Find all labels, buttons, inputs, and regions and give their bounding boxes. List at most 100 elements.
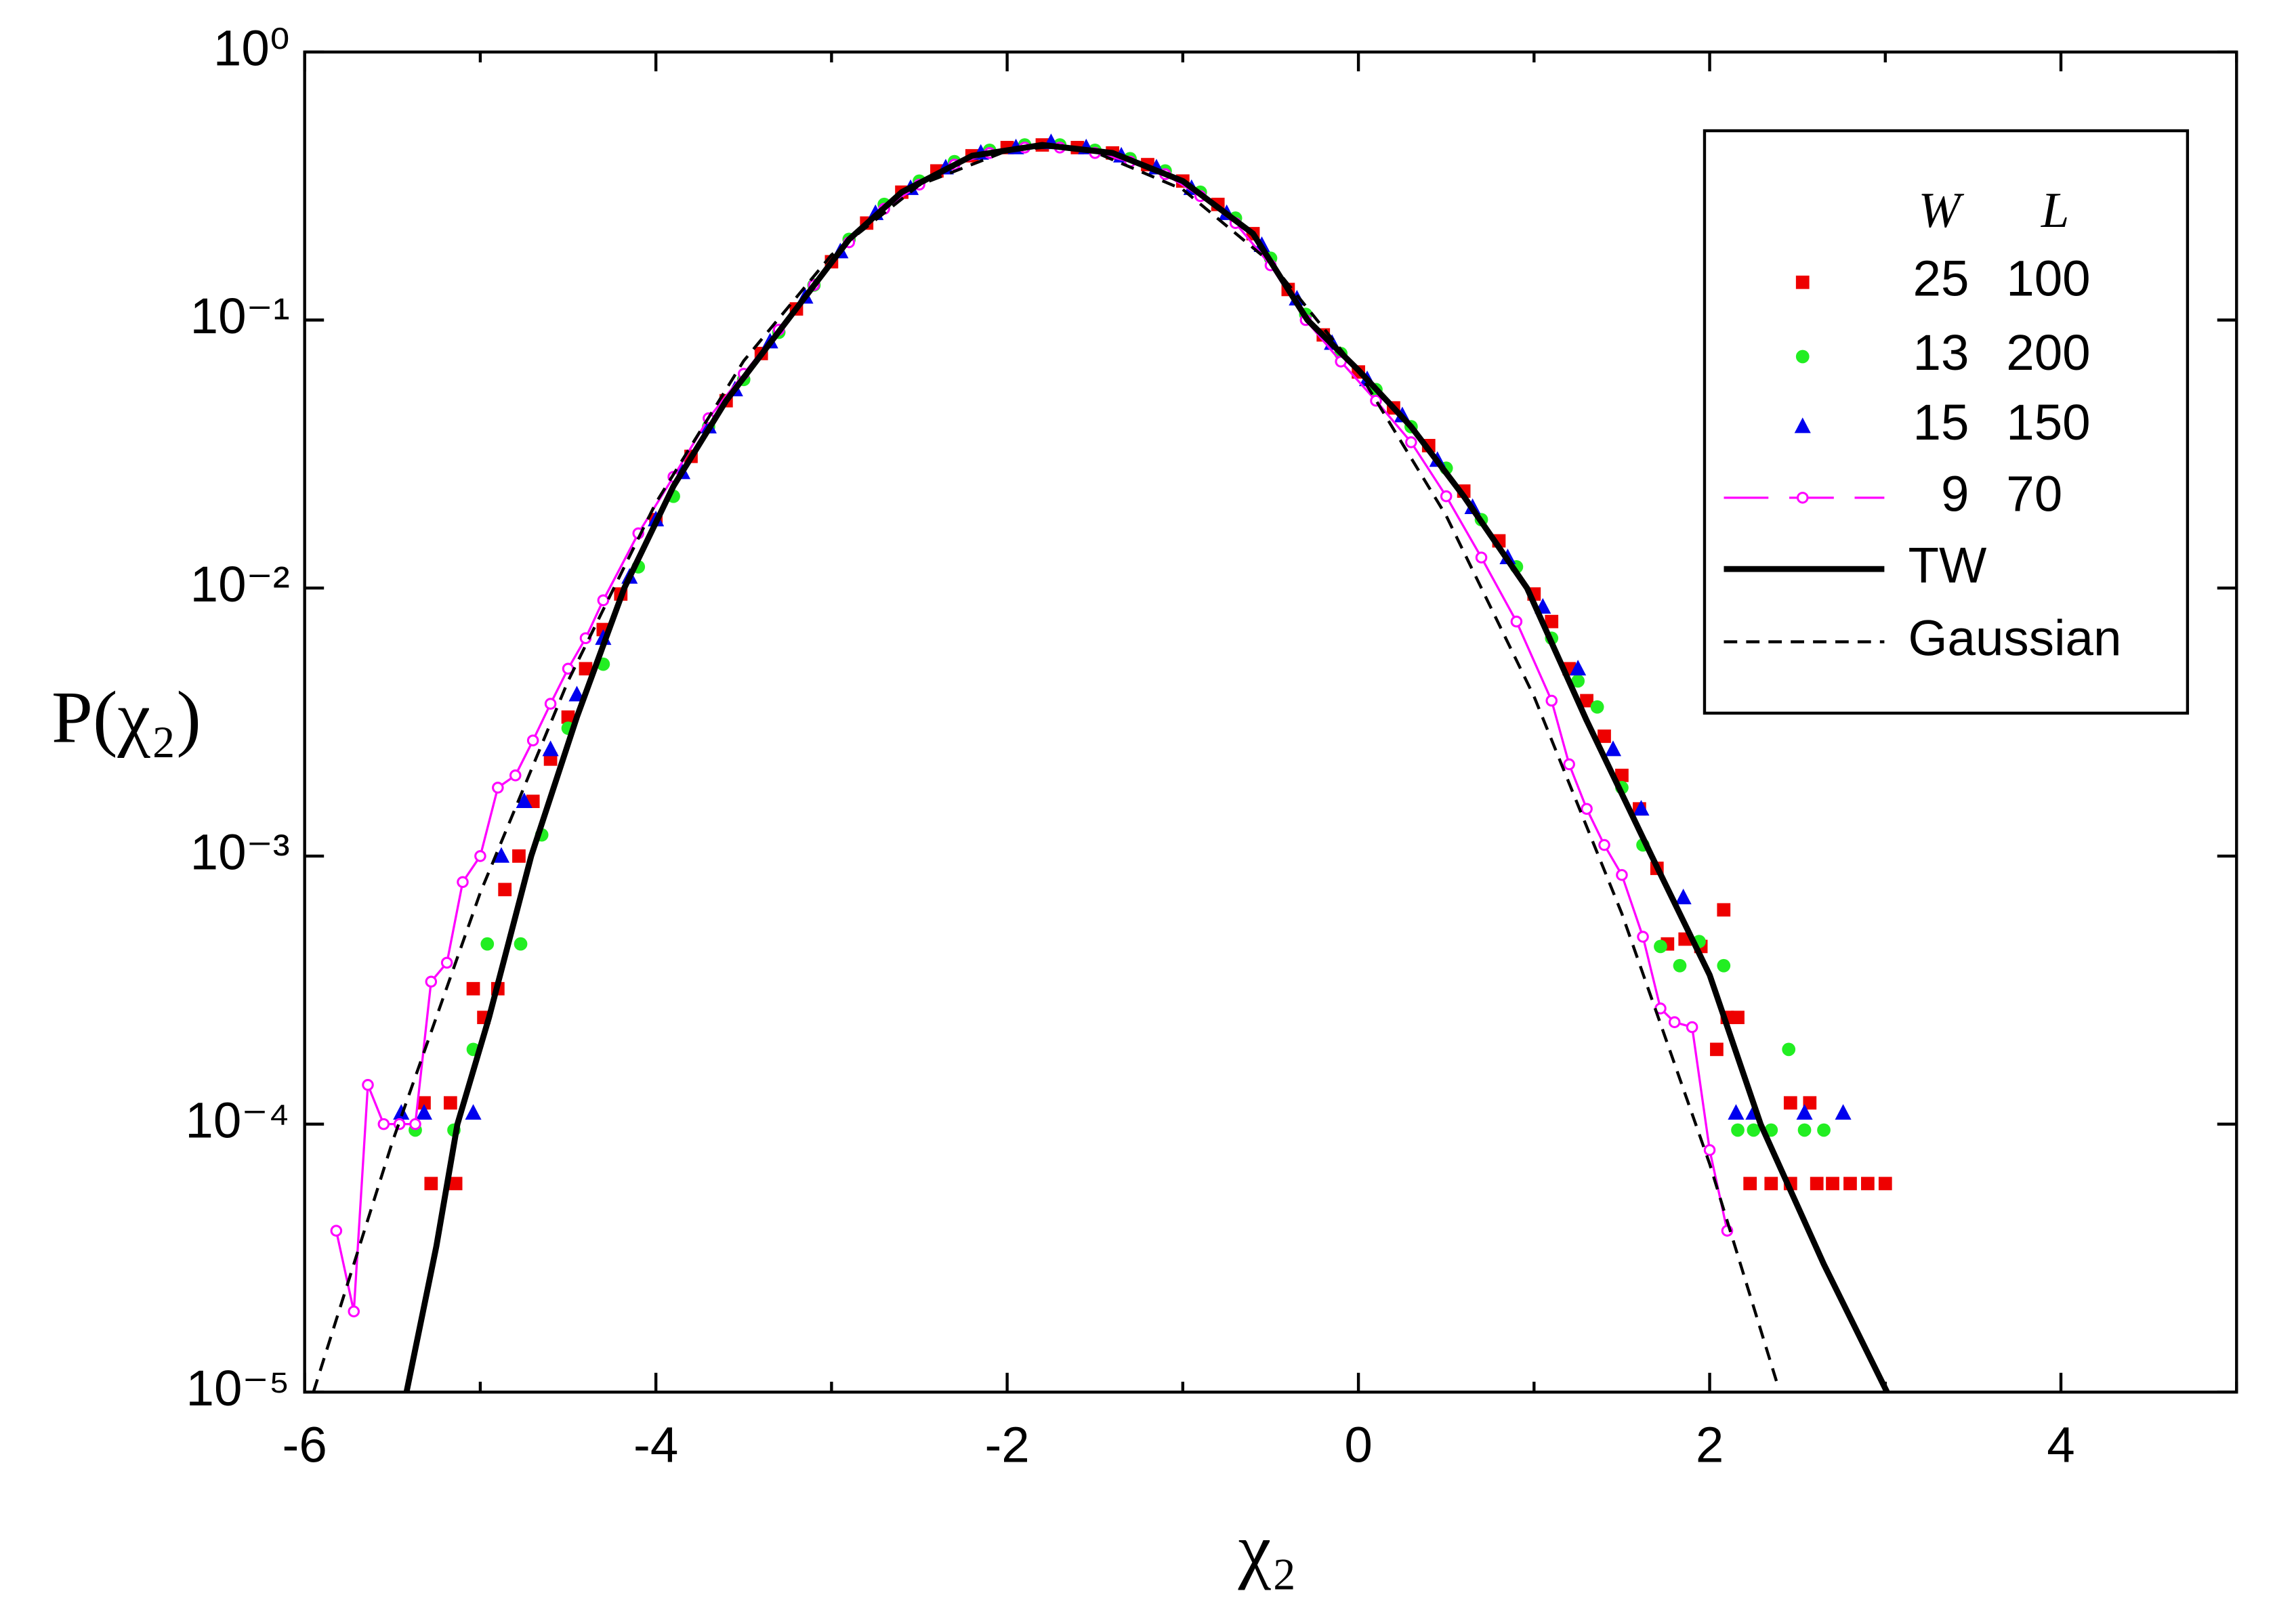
y-tick-label: 10⁻¹ bbox=[190, 287, 290, 344]
data-point bbox=[1545, 694, 1558, 707]
data-point bbox=[425, 975, 438, 988]
data-point bbox=[516, 792, 533, 809]
legend-label: Gaussian bbox=[1908, 609, 2121, 666]
data-point bbox=[465, 1104, 482, 1120]
data-point bbox=[1673, 958, 1687, 973]
data-point bbox=[1717, 958, 1731, 973]
data-point bbox=[1810, 1176, 1824, 1191]
data-point bbox=[474, 850, 486, 862]
data-point bbox=[377, 1118, 390, 1130]
data-point bbox=[1743, 1176, 1757, 1191]
y-tick-label: 10⁻⁴ bbox=[185, 1091, 289, 1148]
legend-label: 13 bbox=[1913, 324, 1969, 381]
legend-label: 70 bbox=[2006, 465, 2062, 522]
data-point bbox=[493, 847, 510, 863]
data-point bbox=[415, 1104, 433, 1120]
x-tick-label: 2 bbox=[1696, 1416, 1724, 1472]
plot-area bbox=[312, 133, 1892, 1393]
data-point bbox=[1728, 1104, 1745, 1120]
data-point bbox=[457, 876, 469, 889]
legend-marker bbox=[1795, 349, 1810, 364]
data-point bbox=[1545, 614, 1559, 629]
y-tick-label: 10⁻³ bbox=[190, 824, 290, 881]
data-point bbox=[1668, 1016, 1681, 1028]
data-point bbox=[561, 710, 575, 724]
data-point bbox=[330, 1225, 343, 1237]
series-line bbox=[312, 145, 1778, 1393]
data-point bbox=[1637, 931, 1649, 943]
legend-marker bbox=[1794, 417, 1811, 433]
data-point bbox=[1571, 674, 1585, 688]
data-point bbox=[448, 1176, 463, 1191]
legend-label: 15 bbox=[1913, 394, 1969, 450]
legend-label: 150 bbox=[2006, 394, 2090, 450]
data-point bbox=[1843, 1176, 1857, 1191]
data-point bbox=[1686, 1021, 1698, 1034]
data-point bbox=[1598, 729, 1611, 743]
legend-marker bbox=[1796, 492, 1809, 504]
x-tick-label: 0 bbox=[1344, 1416, 1372, 1472]
data-point bbox=[393, 1104, 410, 1120]
data-point bbox=[1616, 869, 1628, 881]
data-point bbox=[1878, 1176, 1892, 1191]
data-point bbox=[1475, 551, 1488, 564]
data-point bbox=[1782, 1042, 1796, 1057]
legend-label: 25 bbox=[1913, 249, 1969, 306]
data-point bbox=[512, 849, 526, 863]
legend-header: L bbox=[2041, 183, 2069, 238]
data-point bbox=[1440, 490, 1453, 503]
data-point bbox=[1835, 1104, 1852, 1120]
x-tick-label: 4 bbox=[2047, 1416, 2074, 1472]
data-point bbox=[526, 734, 539, 747]
legend-marker bbox=[1795, 275, 1810, 289]
legend-box bbox=[1703, 129, 2190, 715]
data-point bbox=[1783, 1096, 1797, 1110]
data-point bbox=[1563, 758, 1575, 771]
plot-frame bbox=[303, 50, 2238, 1394]
data-point bbox=[362, 1079, 374, 1091]
data-point bbox=[492, 782, 504, 794]
x-tick-label: -2 bbox=[984, 1416, 1029, 1472]
data-point bbox=[579, 662, 593, 676]
data-point bbox=[409, 1118, 421, 1130]
data-point bbox=[1717, 903, 1731, 917]
data-point bbox=[1803, 1096, 1817, 1110]
axes: -6 -4 -2 0 2 4 10⁻⁵ 10⁻⁴ 10⁻³ 10⁻² 10⁻¹ 10⁰ bbox=[185, 19, 2238, 1472]
data-point bbox=[348, 1305, 360, 1317]
data-point bbox=[1590, 700, 1604, 714]
data-point bbox=[443, 1096, 457, 1110]
data-point bbox=[1826, 1176, 1839, 1191]
data-point bbox=[1731, 1123, 1745, 1137]
legend-header: W bbox=[1918, 183, 1964, 238]
x-tick-label: -6 bbox=[283, 1416, 327, 1472]
data-point bbox=[1731, 1011, 1745, 1025]
data-point bbox=[1615, 768, 1629, 782]
data-point bbox=[1510, 615, 1523, 628]
data-point bbox=[1604, 740, 1622, 757]
data-point bbox=[1598, 839, 1610, 851]
data-point bbox=[1817, 1123, 1831, 1137]
x-tick-label: -4 bbox=[633, 1416, 678, 1472]
data-point bbox=[498, 883, 512, 897]
data-point bbox=[1580, 694, 1593, 708]
y-axis-title: P(χ₂) bbox=[51, 676, 201, 759]
data-point bbox=[1797, 1123, 1812, 1137]
y-tick-label: 10⁰ bbox=[213, 19, 290, 76]
legend-label: 100 bbox=[2006, 249, 2090, 306]
data-point bbox=[1675, 889, 1692, 905]
data-point bbox=[1581, 803, 1593, 815]
data-point bbox=[1796, 1104, 1813, 1120]
data-point bbox=[1654, 939, 1667, 954]
data-point bbox=[1570, 660, 1587, 676]
y-tick-label: 10⁻⁵ bbox=[186, 1359, 290, 1416]
legend: W L 25 100 13 200 15 150 9 70 TW Gaussian bbox=[1724, 183, 2121, 666]
data-point bbox=[1710, 1042, 1724, 1057]
x-axis-title: χ₂ bbox=[1238, 1508, 1297, 1590]
data-point bbox=[1764, 1176, 1778, 1191]
legend-label: 9 bbox=[1941, 465, 1969, 522]
data-point bbox=[1703, 1144, 1716, 1156]
data-point bbox=[597, 594, 610, 607]
data-point bbox=[544, 698, 557, 710]
